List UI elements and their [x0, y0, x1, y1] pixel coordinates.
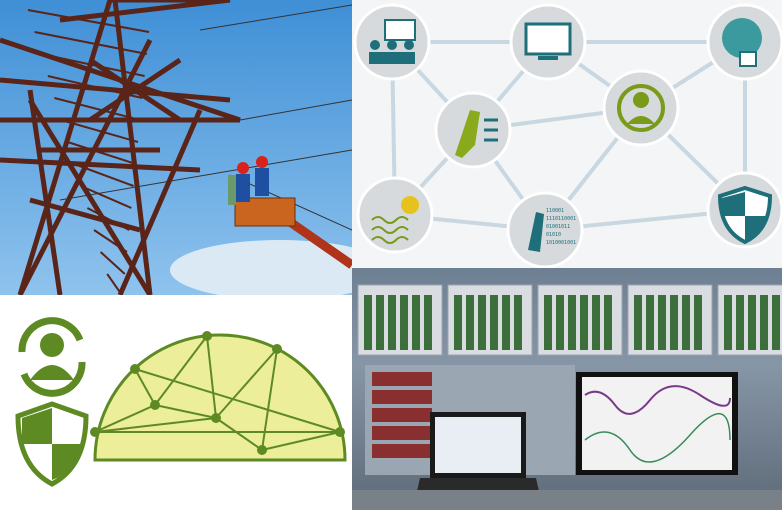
panel-module: [372, 444, 432, 458]
person-head: [40, 333, 64, 357]
icon-person: [404, 40, 414, 50]
rack-card: [604, 295, 612, 350]
worker-body: [236, 174, 250, 202]
rack-card: [424, 295, 432, 350]
rack-card: [772, 295, 780, 350]
collage: 110001 1110110001 01001011 01010 1010001001: [0, 0, 782, 510]
rack-card: [724, 295, 732, 350]
panel-module: [372, 408, 432, 422]
binary-text: 01010: [546, 232, 561, 238]
rack-card: [658, 295, 666, 350]
rack-card: [682, 295, 690, 350]
lab-photo: [352, 268, 782, 510]
icon-person: [387, 40, 397, 50]
dome-node: [202, 331, 212, 341]
icon-people: [369, 52, 415, 64]
insulator: [228, 175, 236, 205]
icon-lock: [740, 52, 756, 66]
dome-icons: [0, 295, 352, 510]
laptop-screen: [435, 417, 521, 473]
dome-node: [130, 364, 140, 374]
panel-module: [372, 426, 432, 440]
rack-card: [748, 295, 756, 350]
rack-card: [544, 295, 552, 350]
monitor-screen: [582, 377, 732, 470]
desk: [352, 490, 782, 510]
bucket: [235, 198, 295, 226]
rack-card: [400, 295, 408, 350]
dome-node: [272, 344, 282, 354]
binary-text: 1110110001: [546, 216, 576, 222]
rack-card: [388, 295, 396, 350]
rack-card: [514, 295, 522, 350]
rack-card: [478, 295, 486, 350]
icon-sun: [401, 196, 419, 214]
worker-helmet: [237, 162, 249, 174]
rack-card: [580, 295, 588, 350]
worker-body: [255, 168, 269, 196]
dome-node: [150, 400, 160, 410]
page: {"binary_icon": {"lines": ["110001", "11…: [0, 0, 782, 510]
rack-card: [736, 295, 744, 350]
rack-card: [670, 295, 678, 350]
power-line-photo: [0, 0, 390, 300]
rack-card: [760, 295, 768, 350]
panel-module: [372, 372, 432, 386]
rack-card: [466, 295, 474, 350]
rack-card: [634, 295, 642, 350]
rack-card: [646, 295, 654, 350]
network-icons: 110001 1110110001 01001011 01010 1010001001: [352, 0, 782, 268]
rack-card: [364, 295, 372, 350]
node: [508, 193, 582, 267]
rack-card: [592, 295, 600, 350]
rack-card: [376, 295, 384, 350]
worker-helmet: [256, 156, 268, 168]
binary-text: 110001: [546, 208, 564, 214]
rack-card: [412, 295, 420, 350]
rack-card: [556, 295, 564, 350]
icon-person: [370, 40, 380, 50]
dome-node: [335, 427, 345, 437]
dome-node: [211, 413, 221, 423]
rack-card: [454, 295, 462, 350]
panel-module: [372, 390, 432, 404]
binary-text: 01001011: [546, 224, 570, 230]
icon-head: [633, 92, 649, 108]
rack-card: [568, 295, 576, 350]
icon-stand: [538, 56, 558, 60]
dome-node: [90, 427, 100, 437]
icon-board: [385, 20, 415, 40]
rack-card: [694, 295, 702, 350]
dome-node: [257, 445, 267, 455]
rack-card: [490, 295, 498, 350]
binary-text: 1010001001: [546, 240, 576, 246]
icon-monitor: [526, 24, 570, 54]
rack-card: [502, 295, 510, 350]
